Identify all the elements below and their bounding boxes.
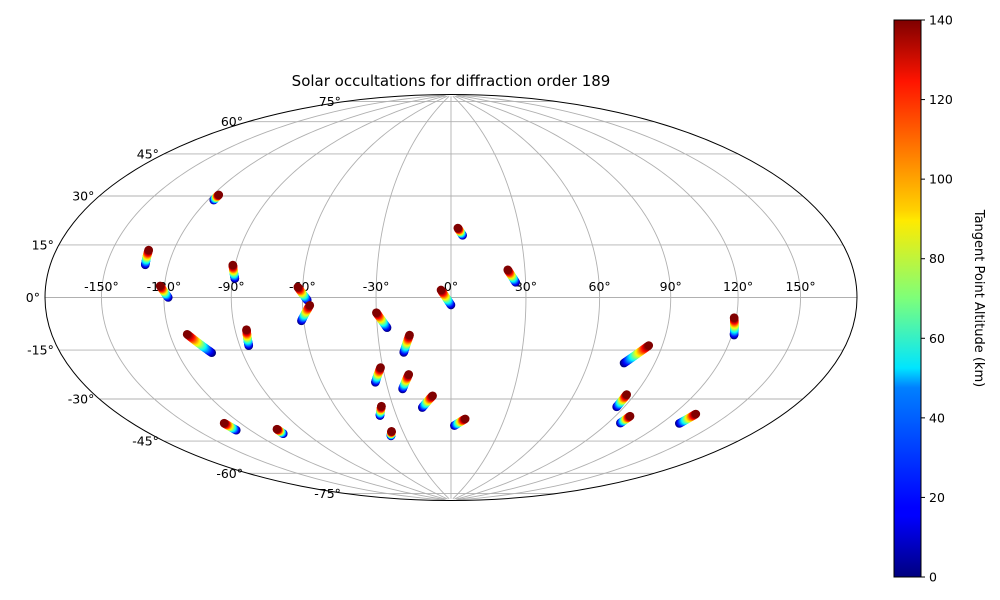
occultation-point bbox=[404, 370, 414, 379]
occultation-point bbox=[428, 391, 437, 401]
occultation-point bbox=[242, 325, 251, 334]
occultation-point bbox=[214, 190, 224, 200]
occultation-point bbox=[144, 245, 153, 255]
colorbar-tick-label: 120 bbox=[929, 92, 953, 107]
latitude-tick-label: 75° bbox=[319, 94, 341, 109]
occultation-point bbox=[272, 424, 282, 434]
colorbar-tick-label: 140 bbox=[929, 13, 953, 28]
occultation-point bbox=[219, 418, 229, 428]
latitude-tick-labels: -75° -60° -45° -30° -15° 0° 15° 30° 45° 60° 75° bbox=[26, 94, 341, 501]
colorbar: 0 20 40 60 80 100 120 140 Tangent Point Altitud… bbox=[893, 13, 986, 585]
occultation-point bbox=[405, 330, 414, 340]
occultation-point bbox=[436, 285, 446, 295]
longitude-tick-label: 0° bbox=[444, 279, 458, 294]
longitude-tick-label: 60° bbox=[589, 279, 611, 294]
colorbar-gradient bbox=[893, 19, 922, 578]
latitude-tick-label: -45° bbox=[132, 434, 159, 449]
latitude-tick-label: 45° bbox=[137, 146, 159, 161]
occultation-point bbox=[729, 313, 739, 322]
occultation-point bbox=[644, 341, 654, 350]
latitude-tick-label: 0° bbox=[26, 290, 40, 305]
occultation-point bbox=[503, 265, 513, 275]
occultation-point bbox=[293, 282, 303, 292]
latitude-tick-label: -75° bbox=[314, 486, 341, 501]
colorbar-tick-label: 40 bbox=[929, 410, 945, 425]
occultation-point bbox=[155, 281, 165, 291]
latitude-tick-label: -60° bbox=[216, 466, 243, 481]
longitude-tick-label: 120° bbox=[723, 279, 753, 294]
latitude-tick-label: -15° bbox=[27, 343, 54, 358]
latitude-tick-label: 15° bbox=[32, 237, 54, 252]
longitude-tick-label: 150° bbox=[785, 279, 815, 294]
occultation-point bbox=[305, 300, 315, 310]
colorbar-tick-label: 60 bbox=[929, 331, 945, 346]
colorbar-tick-label: 100 bbox=[929, 172, 953, 187]
occultation-point bbox=[377, 401, 386, 411]
occultation-points bbox=[140, 190, 739, 441]
longitude-tick-label: 90° bbox=[660, 279, 682, 294]
occultation-point bbox=[372, 308, 381, 317]
longitude-tick-labels: -150°-120°-90°-60°-30°0°30°60°90°120°150… bbox=[84, 279, 815, 294]
colorbar-tick-label: 80 bbox=[929, 251, 945, 266]
colorbar-tick-label: 0 bbox=[929, 570, 937, 585]
occultation-point bbox=[387, 427, 396, 436]
occultation-point bbox=[691, 409, 701, 419]
colorbar-ticks: 0 20 40 60 80 100 120 140 bbox=[921, 13, 953, 585]
colorbar-tick-label: 20 bbox=[929, 490, 945, 505]
occultation-point bbox=[460, 414, 470, 424]
longitude-tick-label: -90° bbox=[218, 279, 245, 294]
occultation-point bbox=[622, 390, 631, 399]
map-boundary bbox=[44, 94, 858, 501]
latitude-tick-label: -30° bbox=[68, 392, 95, 407]
occultation-point bbox=[228, 260, 238, 270]
chart-title: Solar occultations for diffraction order… bbox=[292, 72, 611, 90]
longitude-tick-label: -30° bbox=[363, 279, 390, 294]
latitude-tick-label: 60° bbox=[221, 114, 243, 129]
occultation-point bbox=[182, 329, 192, 339]
colorbar-label: Tangent Point Altitude (km) bbox=[971, 209, 986, 387]
occultation-point bbox=[376, 363, 385, 372]
longitude-tick-label: 30° bbox=[515, 279, 537, 294]
longitude-tick-label: -150° bbox=[84, 279, 119, 294]
latitude-tick-label: 30° bbox=[72, 189, 94, 204]
occultation-point bbox=[625, 411, 635, 421]
occultation-point bbox=[453, 223, 463, 233]
